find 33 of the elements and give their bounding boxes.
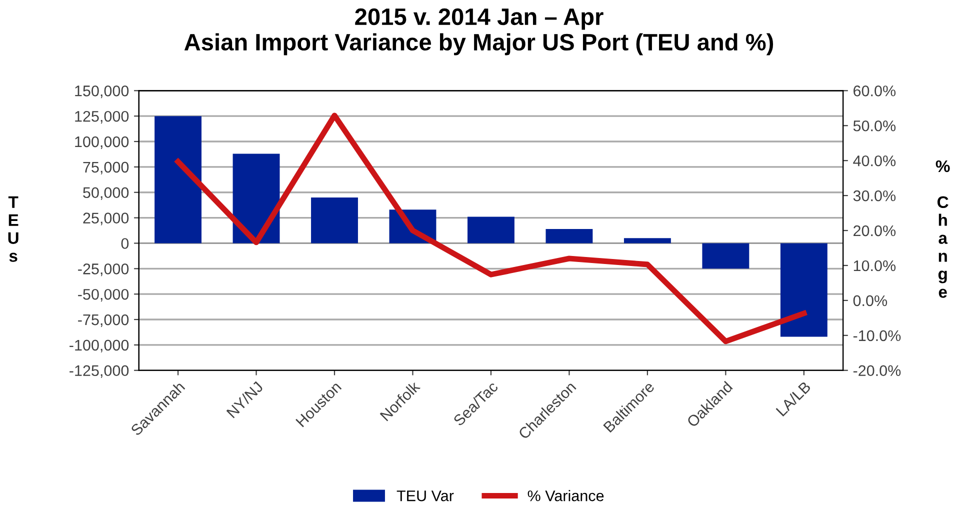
legend-label: TEU Var [396,490,454,502]
y-tick-label: -25,000 [78,264,129,276]
bar [780,243,828,337]
text: % C h a n g e [936,160,950,298]
y2-tick-label: 30.0% [853,190,896,202]
y-tick-label: 50,000 [83,187,129,200]
y2-tick-label: 50.0% [853,120,896,132]
bar [311,197,358,244]
legend-label: % Variance [528,490,604,502]
bar [624,238,671,244]
y2-tick-label: 60.0% [854,86,896,96]
chart-title: 2015 v. 2014 Jan – Apr Asian Import Variance by Major US Port (TEU and %) [184,8,774,56]
y2-tick-label: 0.0% [853,295,888,306]
bar [154,116,202,244]
y-tick-label: -100,000 [70,340,129,352]
bar [468,216,514,244]
y-tick-label: -75,000 [78,314,129,328]
y-tick-label: 150,000 [75,86,129,98]
y2-tick-label: 20.0% [854,225,896,236]
y-tick-label: 0 [121,238,129,249]
y2-tick-label: 10.0% [854,260,896,272]
y-tick-label: -50,000 [78,288,129,302]
y-tick-label: -125,000 [70,365,129,378]
y-tick-label: 25,000 [83,212,129,226]
y-axis-title: T E U s [8,196,18,262]
bar [702,243,750,269]
y2-tick-label: -20.0% [853,365,901,376]
y2-tick-label: -10.0% [853,330,901,342]
y-tick-label: 75,000 [83,162,129,174]
bar [546,228,593,244]
y-tick-label: 100,000 [75,136,129,149]
y2-tick-label: 40.0% [853,155,896,166]
y-tick-label: 125,000 [75,110,129,124]
